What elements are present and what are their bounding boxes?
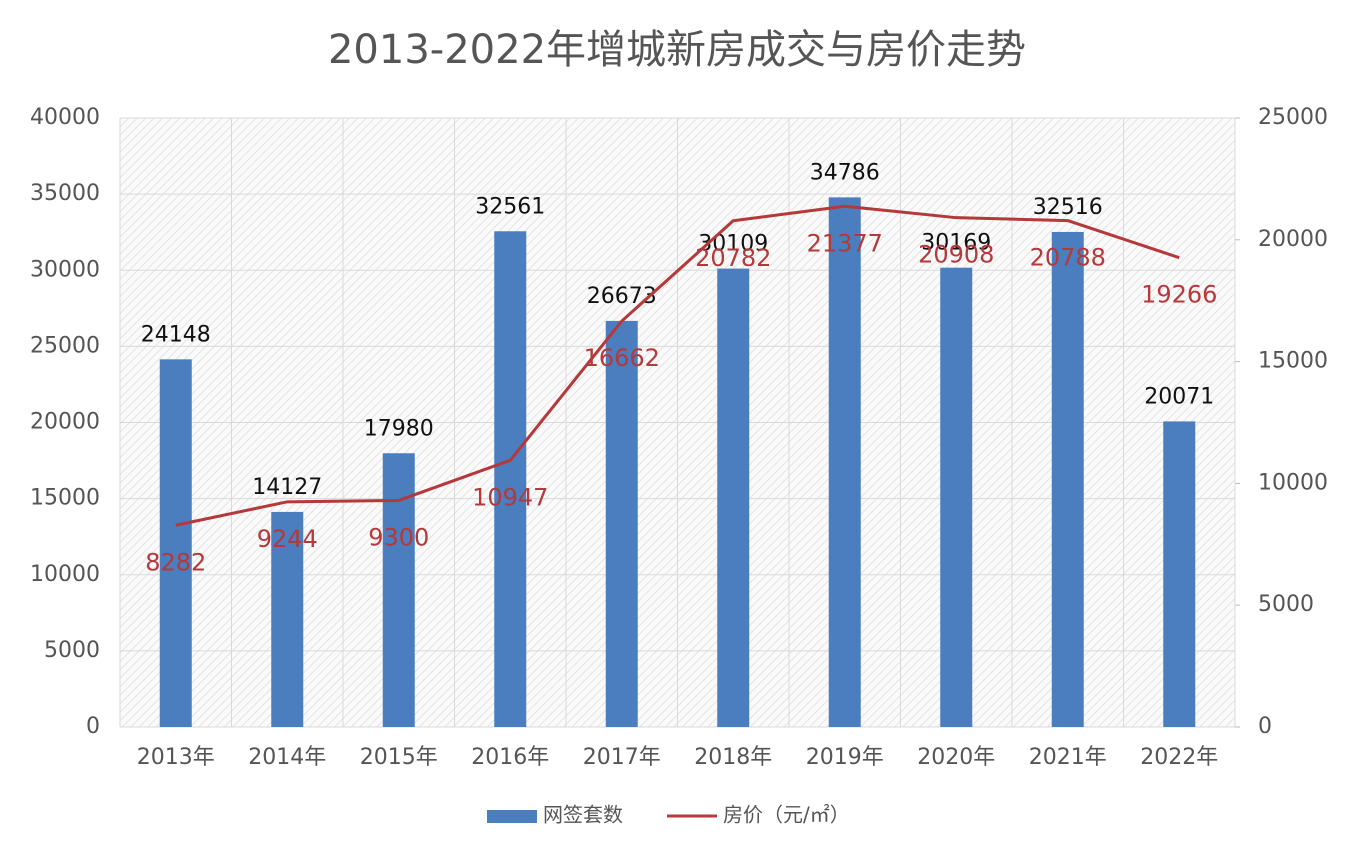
x-tick-label: 2016年 bbox=[471, 745, 549, 770]
bar bbox=[1163, 421, 1196, 727]
y-tick-label: 0 bbox=[86, 714, 100, 739]
bar bbox=[828, 197, 861, 727]
bar bbox=[159, 359, 192, 727]
x-tick-label: 2013年 bbox=[137, 745, 215, 770]
y-tick-label: 40000 bbox=[30, 105, 100, 130]
y-tick-label: 30000 bbox=[30, 257, 100, 282]
x-tick-label: 2022年 bbox=[1140, 745, 1218, 770]
line bbox=[175, 204, 1180, 527]
y-tick-label: 25000 bbox=[30, 333, 100, 358]
bar bbox=[605, 320, 638, 727]
bar bbox=[382, 453, 415, 727]
bar-value-label: 30109 bbox=[698, 232, 768, 257]
line-value-label: 19266 bbox=[1141, 281, 1217, 309]
y2-tick-label: 15000 bbox=[1258, 349, 1328, 374]
y-tick-label: 10000 bbox=[30, 562, 100, 587]
legend-swatch bbox=[487, 810, 537, 823]
line-value-label: 21377 bbox=[807, 229, 883, 257]
x-tick-label: 2015年 bbox=[360, 745, 438, 770]
y-tick-label: 35000 bbox=[30, 181, 100, 206]
line-value-label: 9300 bbox=[368, 523, 429, 551]
bar-value-label: 32561 bbox=[475, 194, 545, 219]
bar bbox=[1051, 231, 1084, 727]
y2-tick-label: 5000 bbox=[1258, 592, 1314, 617]
bar-value-label: 17980 bbox=[364, 416, 434, 441]
line-value-label: 10947 bbox=[472, 483, 548, 511]
x-tick-label: 2020年 bbox=[917, 745, 995, 770]
x-tick-label: 2019年 bbox=[806, 745, 884, 770]
y2-tick-label: 10000 bbox=[1258, 470, 1328, 495]
x-tick-label: 2021年 bbox=[1029, 745, 1107, 770]
x-tick-label: 2018年 bbox=[694, 745, 772, 770]
y-tick-label: 5000 bbox=[44, 638, 100, 663]
x-tick-label: 2017年 bbox=[583, 745, 661, 770]
line-value-label: 9244 bbox=[257, 525, 318, 553]
bar-value-label: 24148 bbox=[141, 322, 211, 347]
y2-tick-label: 0 bbox=[1258, 714, 1272, 739]
bar-value-label: 30169 bbox=[921, 231, 991, 256]
bar-value-label: 34786 bbox=[810, 160, 880, 185]
y-tick-label: 15000 bbox=[30, 486, 100, 511]
line-value-label: 20788 bbox=[1030, 244, 1106, 272]
bar bbox=[271, 511, 304, 727]
bar bbox=[940, 267, 973, 727]
line-value-label: 16662 bbox=[584, 344, 660, 372]
y-tick-label: 20000 bbox=[30, 410, 100, 435]
x-tick-label: 2014年 bbox=[248, 745, 326, 770]
bar-value-label: 14127 bbox=[252, 475, 322, 500]
bar-value-label: 32516 bbox=[1033, 195, 1103, 220]
bar bbox=[494, 231, 527, 727]
chart-title: 2013-2022年增城新房成交与房价走势 bbox=[328, 27, 1026, 73]
legend-label: 房价（元/㎡） bbox=[723, 803, 850, 827]
bar-value-label: 20071 bbox=[1144, 384, 1214, 409]
line-value-label: 8282 bbox=[145, 548, 206, 576]
line-value-label: 20908 bbox=[918, 241, 994, 269]
y2-tick-label: 20000 bbox=[1258, 227, 1328, 252]
y2-tick-label: 25000 bbox=[1258, 105, 1328, 130]
bar bbox=[717, 268, 750, 727]
line-value-label: 20782 bbox=[695, 244, 771, 272]
bar-value-label: 26673 bbox=[587, 284, 657, 309]
legend-label: 网签套数 bbox=[543, 803, 623, 827]
